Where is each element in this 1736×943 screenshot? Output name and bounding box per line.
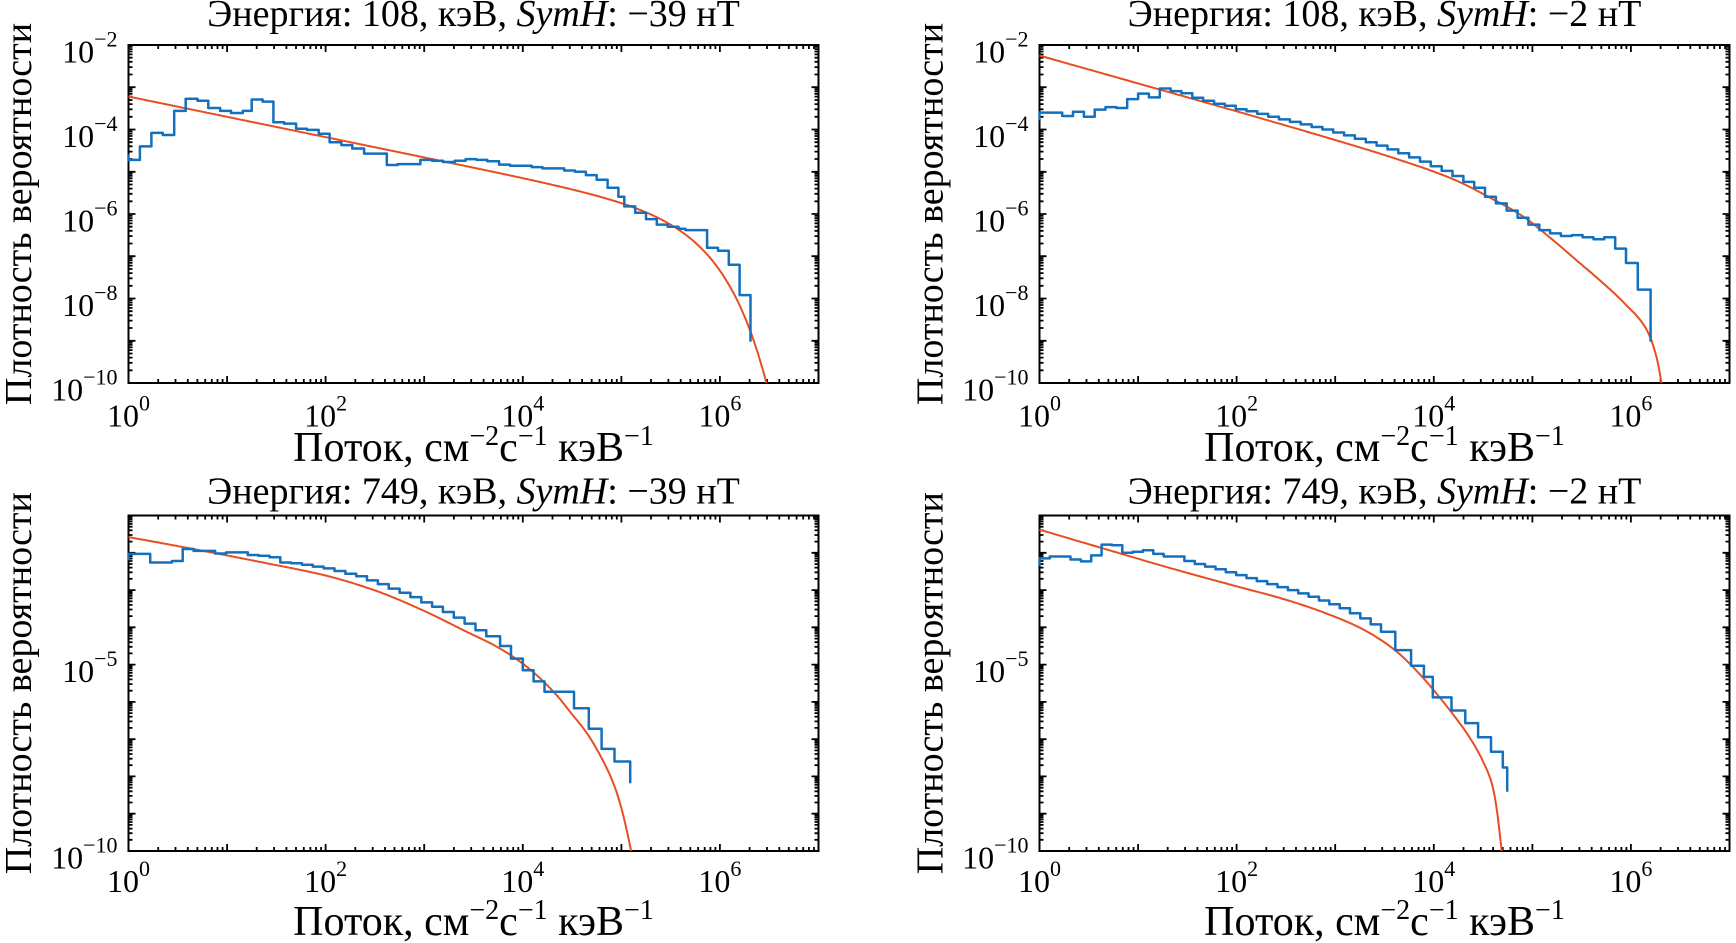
svg-text:104: 104 xyxy=(501,391,544,434)
svg-text:106: 106 xyxy=(1609,391,1652,434)
svg-text:Поток, см−2с−1 кэВ−1: Поток, см−2с−1 кэВ−1 xyxy=(293,421,654,471)
svg-text:Энергия: 749, кэВ, SymH: −2 нТ: Энергия: 749, кэВ, SymH: −2 нТ xyxy=(1128,471,1642,513)
svg-text:10−4: 10−4 xyxy=(973,111,1028,154)
svg-text:Поток, см−2с−1 кэВ−1: Поток, см−2с−1 кэВ−1 xyxy=(293,895,654,943)
svg-text:102: 102 xyxy=(1215,856,1258,899)
svg-text:Плотность вероятности: Плотность вероятности xyxy=(910,23,952,405)
svg-text:Плотность вероятности: Плотность вероятности xyxy=(910,492,952,874)
svg-text:Энергия: 108, кэВ, SymH: −39 н: Энергия: 108, кэВ, SymH: −39 нТ xyxy=(207,0,740,35)
svg-text:Плотность вероятности: Плотность вероятности xyxy=(0,23,40,405)
svg-text:102: 102 xyxy=(304,391,347,434)
svg-text:10−2: 10−2 xyxy=(973,27,1028,70)
svg-text:Плотность вероятности: Плотность вероятности xyxy=(0,492,40,874)
svg-text:Энергия: 108, кэВ, SymH: −2 нТ: Энергия: 108, кэВ, SymH: −2 нТ xyxy=(1128,0,1642,35)
svg-text:Энергия: 749, кэВ, SymH: −39 н: Энергия: 749, кэВ, SymH: −39 нТ xyxy=(207,471,740,513)
svg-text:10−4: 10−4 xyxy=(62,111,117,154)
